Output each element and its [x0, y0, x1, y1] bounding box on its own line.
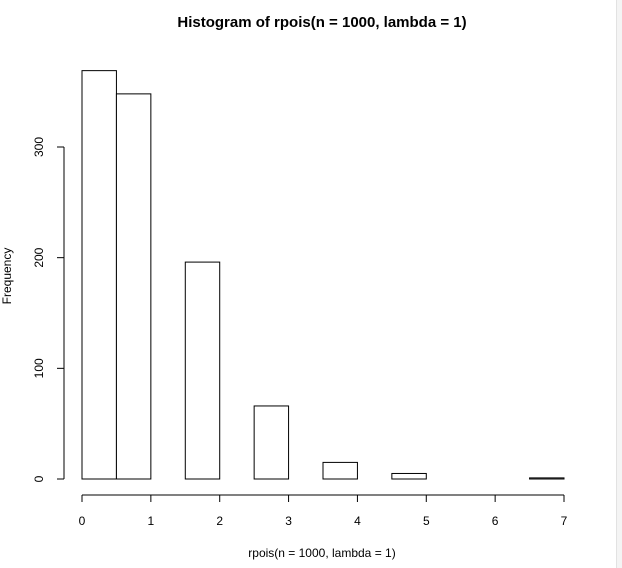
x-tick-label: 1 — [148, 514, 155, 528]
histogram-bar — [81, 70, 117, 480]
x-tick-label: 4 — [354, 514, 361, 528]
x-tick-label: 2 — [216, 514, 223, 528]
x-tick-label: 0 — [79, 514, 86, 528]
y-tick-label: 200 — [32, 247, 46, 267]
y-axis: 0 100 200 300 — [32, 137, 65, 482]
y-tick-label: 300 — [32, 137, 46, 157]
window-edge — [616, 0, 622, 568]
histogram-bars — [81, 70, 565, 480]
x-axis: 0 1 2 3 4 5 6 7 — [79, 494, 568, 528]
x-tick-label: 5 — [423, 514, 430, 528]
histogram-bar — [253, 405, 290, 480]
y-axis-label: Frequency — [0, 248, 14, 305]
histogram-bar — [322, 461, 358, 480]
y-tick-label: 0 — [32, 475, 46, 482]
x-axis-label: rpois(n = 1000, lambda = 1) — [248, 546, 395, 560]
histogram-bar — [529, 477, 565, 480]
chart-title: Histogram of rpois(n = 1000, lambda = 1) — [177, 14, 466, 31]
x-tick-label: 6 — [492, 514, 499, 528]
x-tick-label: 3 — [285, 514, 292, 528]
histogram-bar — [391, 472, 427, 480]
histogram-bar — [115, 93, 152, 480]
histogram-bar — [184, 261, 221, 480]
x-tick-label: 7 — [561, 514, 568, 528]
y-tick-label: 100 — [32, 358, 46, 378]
